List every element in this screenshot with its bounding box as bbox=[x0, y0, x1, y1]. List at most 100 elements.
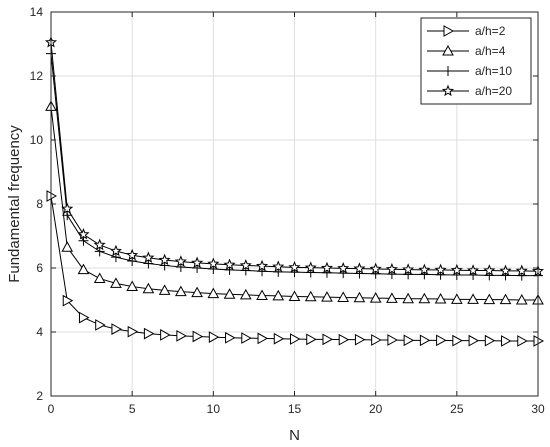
x-tick-label: 10 bbox=[207, 402, 221, 416]
y-tick-label: 10 bbox=[30, 133, 44, 147]
star-marker bbox=[158, 253, 171, 266]
triangle-right-marker bbox=[241, 332, 252, 344]
triangle-right-marker bbox=[111, 323, 122, 335]
star-marker bbox=[61, 202, 74, 214]
triangle-up-marker bbox=[304, 290, 317, 302]
triangle-up-marker bbox=[110, 277, 122, 288]
triangle-up-marker bbox=[191, 286, 203, 298]
triangle-up-marker bbox=[175, 285, 187, 297]
triangle-up-marker bbox=[442, 44, 454, 56]
triangle-right-marker bbox=[257, 332, 269, 345]
triangle-right-marker bbox=[484, 334, 496, 347]
triangle-right-marker bbox=[62, 294, 74, 307]
star-marker bbox=[499, 264, 512, 277]
triangle-up-marker bbox=[142, 282, 155, 294]
triangle-up-marker bbox=[499, 293, 512, 305]
y-tick-label: 8 bbox=[36, 197, 43, 211]
star-marker bbox=[441, 84, 455, 97]
star-marker bbox=[418, 263, 431, 276]
triangle-right-marker bbox=[371, 334, 382, 346]
triangle-up-marker bbox=[386, 292, 398, 303]
legend-item: a/h=4 bbox=[427, 44, 506, 58]
y-tick-label: 6 bbox=[36, 261, 43, 275]
triangle-right-marker bbox=[290, 333, 301, 345]
legend: a/h=2 a/h=4 a/h=10 a/h=20 bbox=[420, 17, 532, 105]
series-plus bbox=[46, 48, 543, 281]
x-tick-label: 25 bbox=[450, 402, 464, 416]
star-marker bbox=[304, 261, 317, 273]
triangle-up-marker bbox=[126, 280, 139, 292]
axes: 0 5 10 15 20 25 30 2 4 6 8 10 12 14 bbox=[30, 5, 545, 416]
series-triangle-up bbox=[45, 100, 544, 305]
triangle-up-marker bbox=[483, 293, 496, 305]
star-marker bbox=[174, 255, 187, 267]
legend-label: a/h=10 bbox=[475, 64, 512, 78]
triangle-right-marker bbox=[338, 333, 350, 346]
triangle-right-marker bbox=[443, 25, 455, 37]
star-marker bbox=[467, 264, 480, 276]
triangle-right-marker bbox=[143, 327, 155, 340]
triangle-up-marker bbox=[418, 292, 431, 304]
triangle-up-marker bbox=[272, 289, 285, 301]
triangle-up-marker bbox=[467, 293, 479, 304]
legend-label: a/h=2 bbox=[475, 24, 506, 38]
triangle-up-marker bbox=[321, 291, 333, 302]
star-marker bbox=[207, 257, 220, 269]
star-marker bbox=[191, 256, 204, 269]
star-marker bbox=[93, 238, 106, 251]
triangle-right-marker bbox=[176, 329, 187, 342]
triangle-right-marker bbox=[192, 330, 204, 343]
y-tick-label: 4 bbox=[36, 325, 43, 339]
triangle-up-marker bbox=[77, 263, 90, 275]
plus-marker bbox=[62, 210, 73, 221]
triangle-up-marker bbox=[239, 288, 252, 300]
triangle-right-marker bbox=[436, 334, 447, 347]
triangle-up-marker bbox=[223, 288, 236, 299]
star-marker bbox=[239, 259, 252, 271]
legend-label: a/h=4 bbox=[475, 44, 506, 58]
triangle-up-marker bbox=[353, 291, 366, 303]
triangle-right-marker bbox=[273, 332, 285, 345]
triangle-up-marker bbox=[337, 291, 350, 302]
triangle-up-marker bbox=[288, 290, 301, 301]
triangle-right-marker bbox=[160, 329, 171, 341]
star-marker bbox=[434, 263, 447, 276]
star-marker bbox=[272, 260, 285, 272]
star-marker bbox=[515, 264, 528, 277]
star-marker bbox=[320, 261, 333, 274]
star-marker bbox=[337, 261, 350, 274]
triangle-right-marker bbox=[517, 335, 528, 347]
star-marker bbox=[142, 251, 155, 263]
star-marker bbox=[369, 262, 382, 275]
triangle-right-marker bbox=[354, 333, 366, 346]
x-axis-label: N bbox=[289, 427, 300, 444]
series-group bbox=[44, 36, 545, 347]
triangle-up-marker bbox=[158, 284, 171, 295]
triangle-right-marker bbox=[468, 334, 480, 347]
triangle-right-marker bbox=[387, 334, 398, 346]
star-marker bbox=[109, 244, 122, 257]
star-marker bbox=[353, 262, 366, 274]
triangle-right-marker bbox=[501, 335, 512, 347]
star-marker bbox=[450, 263, 463, 276]
triangle-up-marker bbox=[402, 292, 414, 304]
triangle-up-marker bbox=[434, 293, 447, 304]
plus-marker bbox=[78, 235, 89, 246]
triangle-right-marker bbox=[306, 333, 317, 346]
star-marker bbox=[77, 228, 90, 240]
series-triangle-right bbox=[46, 190, 545, 347]
x-tick-label: 30 bbox=[531, 402, 545, 416]
x-tick-label: 5 bbox=[129, 402, 136, 416]
x-tick-label: 15 bbox=[288, 402, 302, 416]
star-marker bbox=[256, 259, 269, 272]
y-tick-label: 12 bbox=[30, 69, 44, 83]
star-marker bbox=[402, 263, 415, 275]
triangle-right-marker bbox=[403, 334, 415, 347]
y-tick-label: 14 bbox=[30, 5, 44, 19]
triangle-up-marker bbox=[93, 272, 106, 284]
y-tick-label: 2 bbox=[36, 389, 43, 403]
triangle-up-marker bbox=[207, 287, 220, 299]
triangle-right-marker bbox=[452, 334, 463, 347]
legend-item: a/h=20 bbox=[427, 84, 512, 98]
